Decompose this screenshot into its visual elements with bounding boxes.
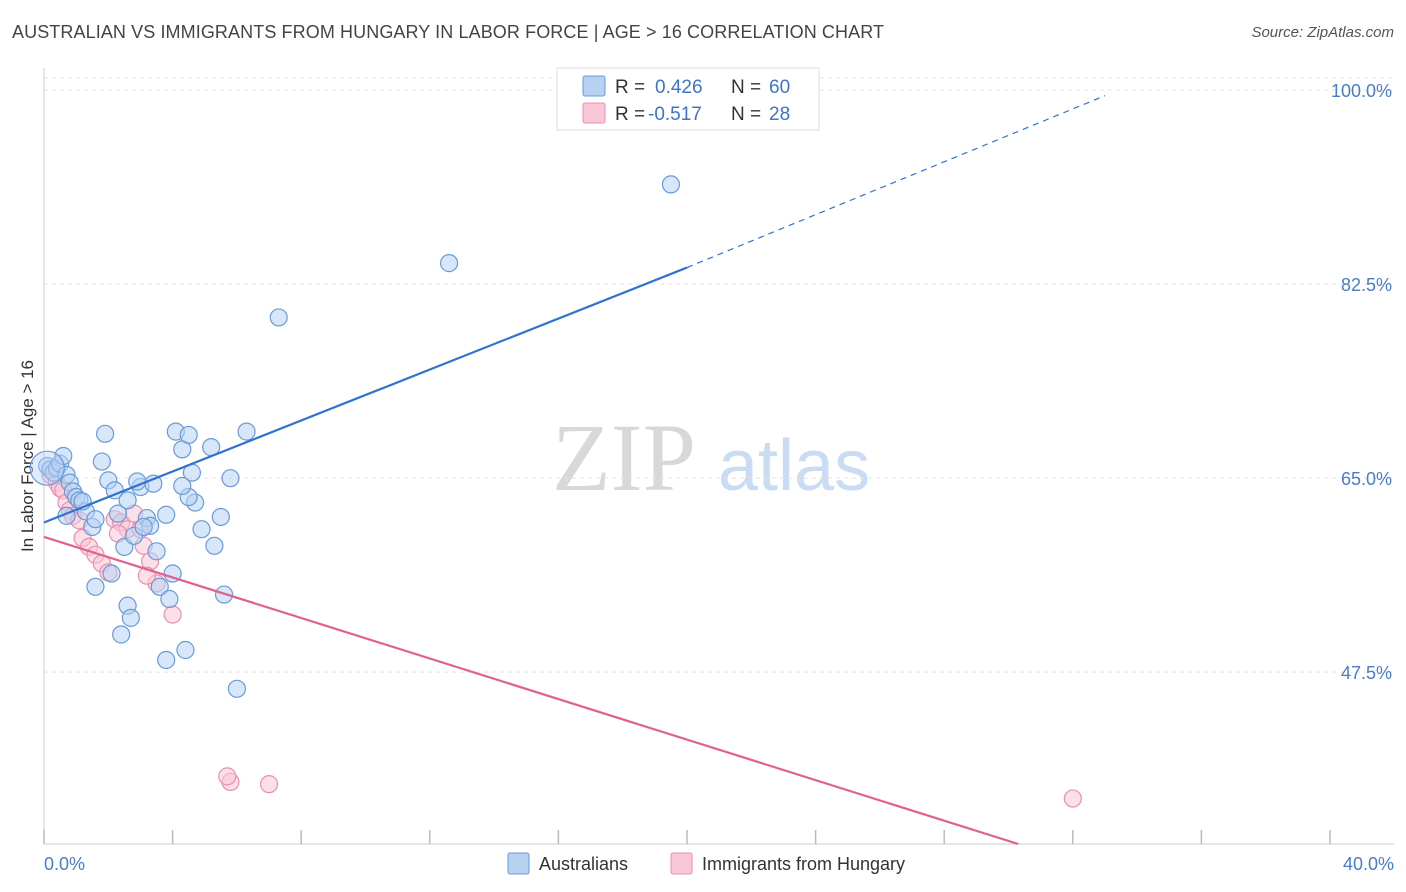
australians-point xyxy=(118,491,137,510)
australians-point xyxy=(86,510,105,529)
australians-point xyxy=(134,517,153,537)
x-ticks xyxy=(43,830,1331,844)
legend-box: R = 0.426 N = 60 R = -0.517 N = 28 xyxy=(556,67,820,131)
legend-n-label-australians: N = xyxy=(731,77,761,98)
y-tick-labels: 100.0% 82.5% 65.0% 47.5% xyxy=(1331,81,1392,683)
australians-point xyxy=(157,505,176,524)
x-tick-label-max: 40.0% xyxy=(1343,854,1394,874)
australians-point xyxy=(86,577,105,596)
australians-point xyxy=(150,577,169,596)
legend-r-value-hungary: -0.517 xyxy=(648,104,702,125)
australians-point xyxy=(269,308,288,327)
bottom-legend-swatch-australians xyxy=(507,852,530,875)
axes xyxy=(43,68,1394,845)
y-axis-label: In Labor Force | Age > 16 xyxy=(18,360,37,552)
y-tick-label: 82.5% xyxy=(1341,275,1392,295)
legend-n-value-australians: 60 xyxy=(769,77,790,98)
australians-point xyxy=(102,564,121,583)
australians-point xyxy=(112,625,131,644)
australians-point xyxy=(160,589,179,609)
y-tick-label: 47.5% xyxy=(1341,663,1392,683)
trend-line-hungary xyxy=(43,535,1019,846)
trend-line-australians xyxy=(43,266,688,524)
gridlines xyxy=(44,77,1394,673)
hungary-point xyxy=(163,605,182,624)
legend-swatch-australians xyxy=(582,75,606,97)
watermark: ZIP atlas xyxy=(552,404,870,511)
australians-point xyxy=(176,640,195,660)
watermark-zip: ZIP xyxy=(552,404,696,511)
australians-point xyxy=(205,536,224,555)
watermark-atlas: atlas xyxy=(718,426,870,506)
australians-point xyxy=(173,476,192,496)
bottom-legend: Australians Immigrants from Hungary xyxy=(507,852,905,875)
legend-swatch-hungary xyxy=(582,102,606,124)
y-tick-label: 65.0% xyxy=(1341,469,1392,489)
australians-point xyxy=(92,452,111,471)
bottom-legend-swatch-hungary xyxy=(670,852,693,875)
x-tick-label-min: 0.0% xyxy=(44,854,85,874)
trend-lines xyxy=(43,95,1106,846)
australians-point xyxy=(192,520,211,539)
australians-point xyxy=(179,425,198,445)
australians-point xyxy=(121,608,140,627)
australians-point xyxy=(227,679,246,698)
australians-point xyxy=(661,175,681,194)
australians-point xyxy=(157,650,176,670)
australians-point xyxy=(95,424,115,443)
australians-point xyxy=(211,507,230,527)
bottom-legend-label-hungary: Immigrants from Hungary xyxy=(702,854,905,874)
australians-point xyxy=(108,504,128,523)
australians-point-cluster xyxy=(29,450,65,486)
legend-n-value-hungary: 28 xyxy=(769,104,790,125)
hungary-point xyxy=(1063,789,1082,808)
hungary-point xyxy=(218,767,237,786)
source-label: Source: ZipAtlas.com xyxy=(1251,24,1394,41)
series-australians-points xyxy=(29,175,681,698)
trend-line-australians-extrapolated xyxy=(686,95,1106,269)
hungary-point xyxy=(259,775,279,794)
chart-title: AUSTRALIAN VS IMMIGRANTS FROM HUNGARY IN… xyxy=(12,22,885,42)
australians-point xyxy=(237,422,256,441)
legend-r-value-australians: 0.426 xyxy=(655,77,703,98)
australians-point xyxy=(439,254,459,273)
y-tick-label: 100.0% xyxy=(1331,81,1392,101)
australians-point xyxy=(221,469,240,488)
australians-point xyxy=(147,542,166,561)
legend-r-label-hungary: R = xyxy=(615,104,645,125)
legend-n-label-hungary: N = xyxy=(731,104,761,125)
series-hungary-points xyxy=(41,465,1082,808)
bottom-legend-label-australians: Australians xyxy=(539,854,628,874)
legend-r-label-australians: R = xyxy=(615,77,645,98)
